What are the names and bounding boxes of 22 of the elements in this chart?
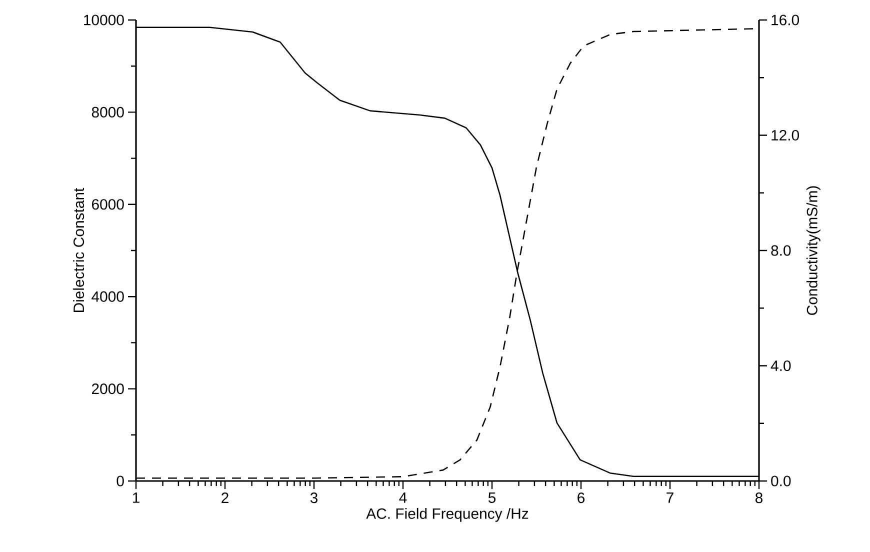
y2-tick-label: 4.0 <box>770 360 791 372</box>
x-tick-label: 4 <box>399 492 407 503</box>
x-tick-label: 7 <box>666 492 674 503</box>
x-tick-label: 5 <box>488 492 496 503</box>
y2-tick-label: 16.0 <box>772 14 800 26</box>
y2-tick-label: 0.0 <box>771 476 791 486</box>
y2-axis-title: Conductivity(mS/m) <box>806 186 820 315</box>
y2-tick-label: 8.0 <box>771 245 791 256</box>
x-tick-label: 1 <box>132 492 140 503</box>
x-tick-label: 2 <box>222 492 228 503</box>
x-tick-label: 8 <box>756 492 762 504</box>
x-axis-title: AC. Field Frequency /Hz <box>366 508 528 522</box>
y-axis-title: Dielectric Constant <box>73 188 84 312</box>
x-tick-label: 6 <box>578 492 584 504</box>
y-tick-label: 2000 <box>92 384 124 394</box>
y-tick-label: 0 <box>116 476 124 486</box>
y-tick-label: 4000 <box>92 291 124 302</box>
y-tick-label: 6000 <box>92 199 124 210</box>
y2-tick-label: 12.0 <box>772 130 800 141</box>
x-tick-label: 3 <box>310 492 318 504</box>
y-tick-label: 8000 <box>92 106 124 118</box>
y-tick-label: 10000 <box>84 14 124 26</box>
